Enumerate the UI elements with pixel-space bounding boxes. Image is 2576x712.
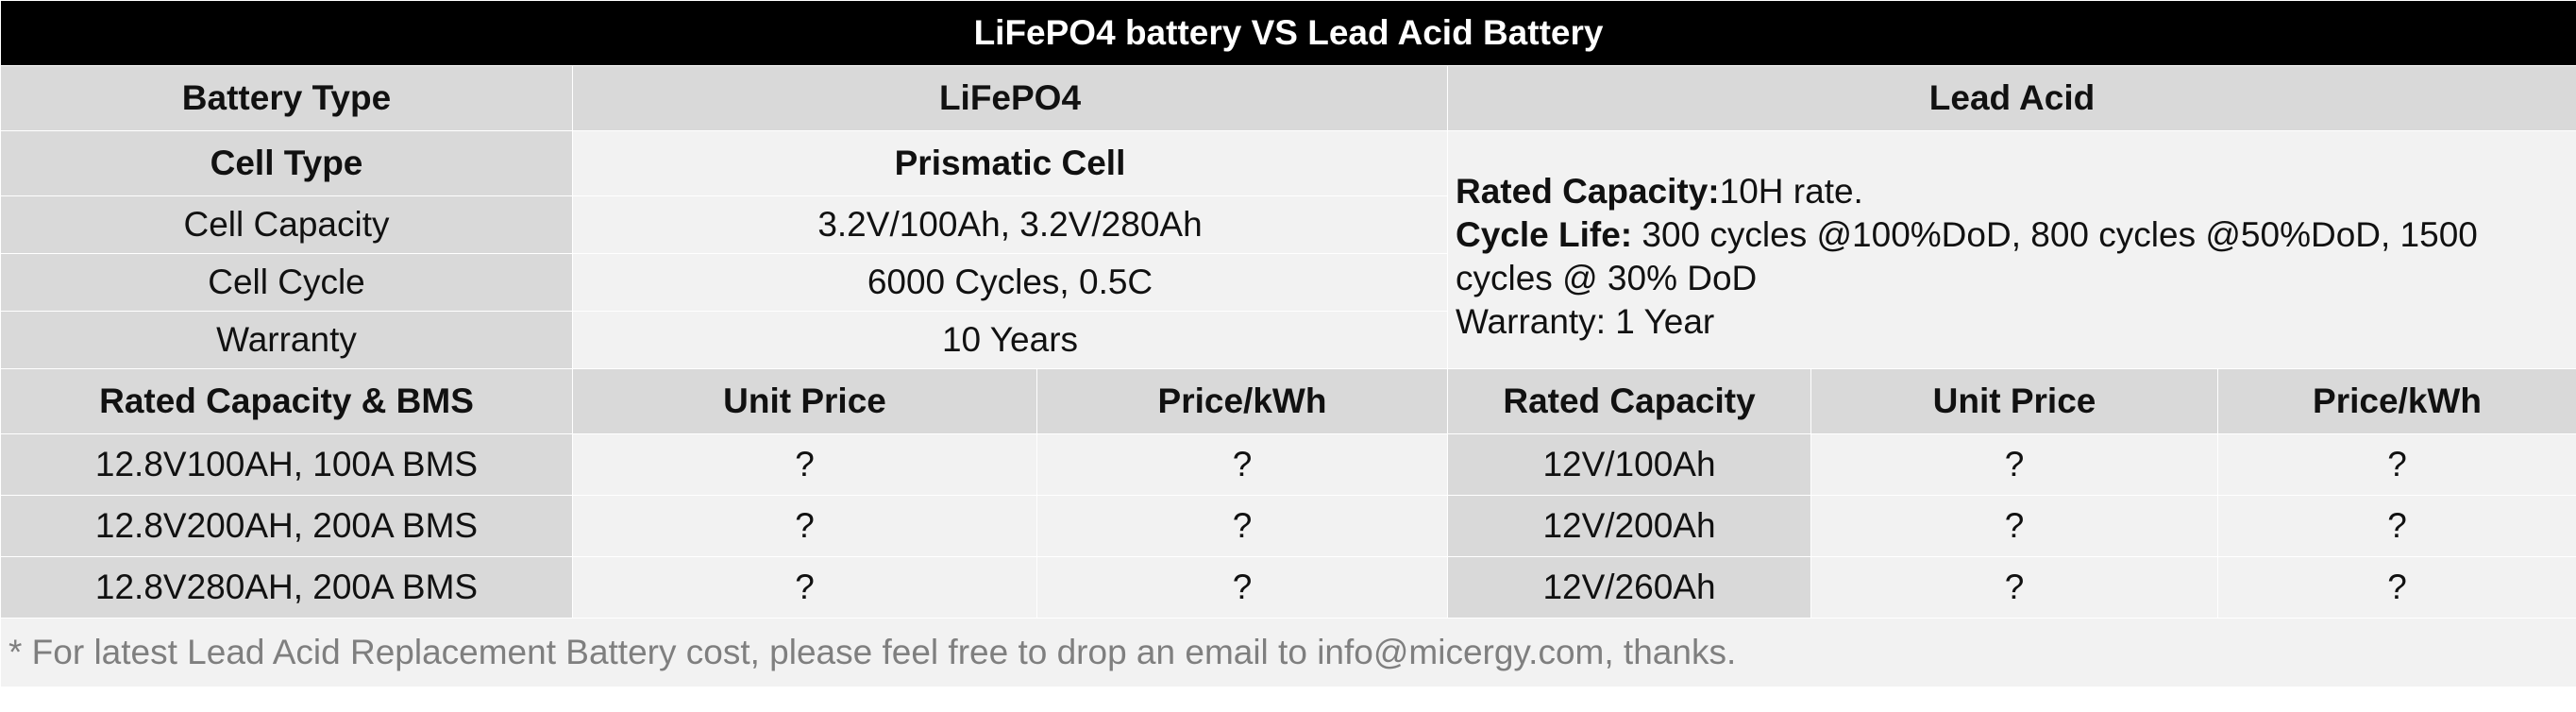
lead-rated-capacity-value: 10H rate.	[1719, 171, 1863, 211]
lead-capacity-cell: 12V/100Ah	[1447, 433, 1811, 496]
lifepo4-price-kwh-cell: ?	[1036, 556, 1448, 619]
warranty-row: Warranty 10 Years	[0, 311, 2576, 369]
table-row: 12.8V200AH, 200A BMS ? ? 12V/200Ah ? ?	[0, 495, 2576, 557]
lifepo4-header: LiFePO4	[572, 65, 1448, 131]
lifepo4-unit-price-cell: ?	[572, 495, 1037, 557]
lead-cycle-life-label: Cycle Life:	[1456, 214, 1633, 254]
lead-rated-capacity-line: Rated Capacity:10H rate.	[1456, 170, 2570, 213]
footnote: * For latest Lead Acid Replacement Batte…	[0, 618, 2576, 687]
cell-cycle-label: Cell Cycle	[0, 253, 573, 312]
col-lifepo4-price-kwh: Price/kWh	[1036, 368, 1448, 434]
lead-unit-price-cell: ?	[1810, 495, 2218, 557]
lead-unit-price-cell: ?	[1810, 433, 2218, 496]
cell-type-value: Prismatic Cell	[572, 130, 1448, 196]
lead-price-kwh-cell: ?	[2216, 495, 2576, 557]
pricing-header-row: Rated Capacity & BMS Unit Price Price/kW…	[0, 368, 2576, 434]
warranty-value: 10 Years	[572, 311, 1448, 369]
col-lead-unit-price: Unit Price	[1810, 368, 2218, 434]
footnote-row: * For latest Lead Acid Replacement Batte…	[0, 618, 2576, 687]
lead-acid-header: Lead Acid	[1446, 65, 2576, 131]
col-rated-capacity-bms: Rated Capacity & BMS	[0, 368, 573, 434]
lead-capacity-cell: 12V/200Ah	[1447, 495, 1811, 557]
table-row: 12.8V100AH, 100A BMS ? ? 12V/100Ah ? ?	[0, 433, 2576, 496]
lead-cycle-life-value: 300 cycles @100%DoD, 800 cycles @50%DoD,…	[1456, 214, 2478, 297]
lifepo4-price-kwh-cell: ?	[1036, 495, 1448, 557]
lead-cycle-life-line: Cycle Life: 300 cycles @100%DoD, 800 cyc…	[1456, 213, 2570, 300]
lifepo4-unit-price-cell: ?	[572, 556, 1037, 619]
lifepo4-unit-price-cell: ?	[572, 433, 1037, 496]
lifepo4-capacity-cell: 12.8V200AH, 200A BMS	[0, 495, 573, 557]
cell-capacity-value: 3.2V/100Ah, 3.2V/280Ah	[572, 195, 1448, 254]
col-lead-price-kwh: Price/kWh	[2216, 368, 2576, 434]
table-title: LiFePO4 battery VS Lead Acid Battery	[0, 0, 2576, 66]
lead-acid-notes: Rated Capacity:10H rate. Cycle Life: 300…	[1446, 130, 2576, 369]
comparison-table: LiFePO4 battery VS Lead Acid Battery Bat…	[0, 0, 2576, 687]
cell-type-row: Cell Type Prismatic Cell Rated Capacity:…	[0, 130, 2576, 369]
cell-cycle-value: 6000 Cycles, 0.5C	[572, 253, 1448, 312]
lead-price-kwh-cell: ?	[2216, 433, 2576, 496]
lead-capacity-cell: 12V/260Ah	[1447, 556, 1811, 619]
cell-capacity-row: Cell Capacity 3.2V/100Ah, 3.2V/280Ah	[0, 195, 2576, 254]
battery-type-row: Battery Type LiFePO4 Lead Acid	[0, 65, 2576, 131]
cell-capacity-label: Cell Capacity	[0, 195, 573, 254]
lead-warranty-line: Warranty: 1 Year	[1456, 301, 1715, 341]
lifepo4-capacity-cell: 12.8V280AH, 200A BMS	[0, 556, 573, 619]
col-lifepo4-unit-price: Unit Price	[572, 368, 1037, 434]
battery-type-label: Battery Type	[0, 65, 573, 131]
lead-unit-price-cell: ?	[1810, 556, 2218, 619]
cell-type-label: Cell Type	[0, 130, 573, 196]
col-lead-rated-capacity: Rated Capacity	[1447, 368, 1811, 434]
lifepo4-capacity-cell: 12.8V100AH, 100A BMS	[0, 433, 573, 496]
lead-rated-capacity-label: Rated Capacity:	[1456, 171, 1720, 211]
table-row: 12.8V280AH, 200A BMS ? ? 12V/260Ah ? ?	[0, 556, 2576, 619]
title-row: LiFePO4 battery VS Lead Acid Battery	[0, 0, 2576, 66]
lead-price-kwh-cell: ?	[2216, 556, 2576, 619]
lifepo4-price-kwh-cell: ?	[1036, 433, 1448, 496]
warranty-label: Warranty	[0, 311, 573, 369]
